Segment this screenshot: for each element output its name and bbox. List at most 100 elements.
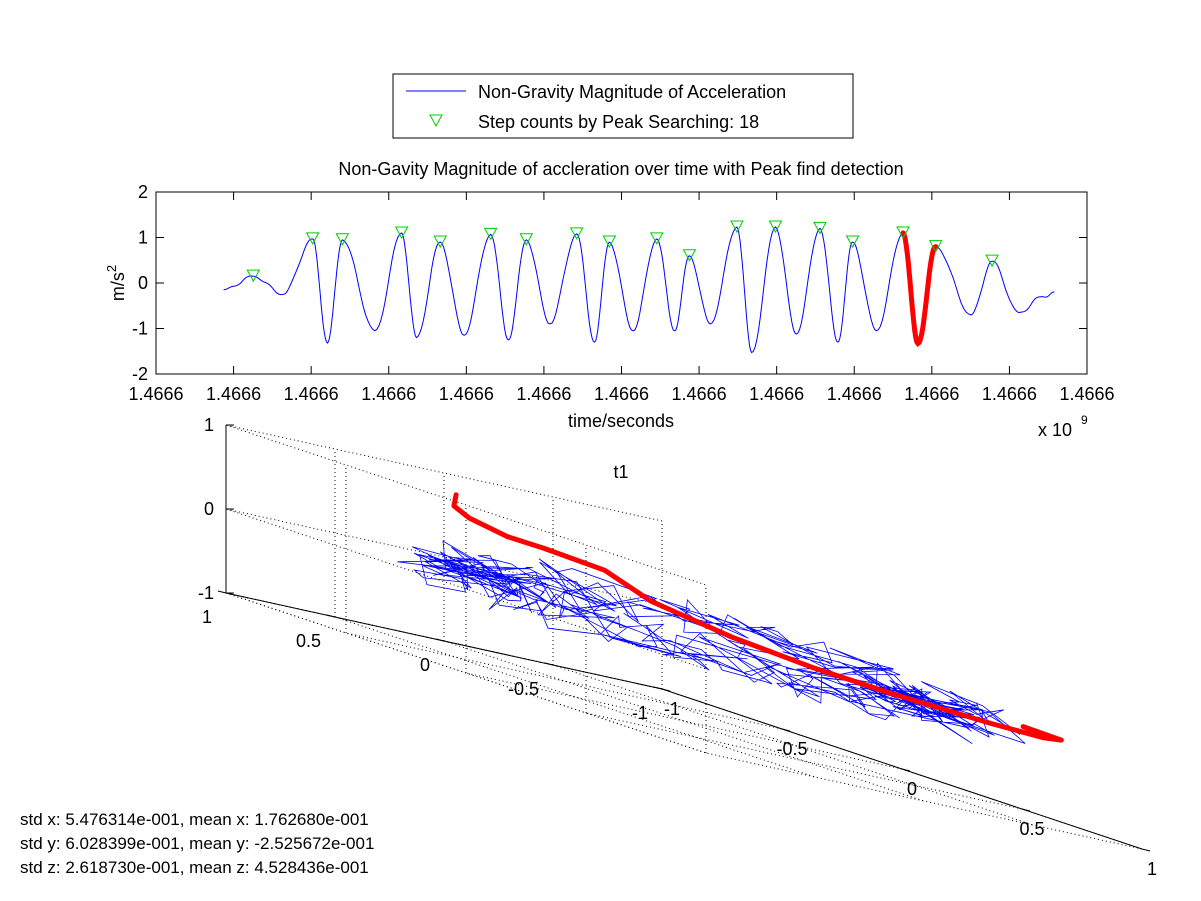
x-tick-label: 1.4666 — [827, 384, 882, 404]
y-tick-mark-3d — [544, 662, 554, 666]
stats-z: std z: 2.618730e-001, mean z: 4.528436e-… — [20, 858, 369, 877]
back-wall-grid-h — [225, 508, 707, 670]
x-tick-mark-3d — [901, 768, 911, 772]
stats-x: std x: 5.476314e-001, mean x: 1.762680e-… — [20, 810, 369, 829]
peak-marker — [394, 226, 409, 239]
peak-marker — [813, 221, 827, 235]
top-plot: Non-Gavity Magnitude of accleration over… — [104, 159, 1115, 440]
peak-marker — [768, 220, 783, 234]
peak-marker — [985, 254, 999, 268]
bottom-3d-plot: t1 -1 -0.5 0 0.5 1 1 0.5 0 -0.5 -1 1 0 -1 — [198, 415, 1157, 879]
x-tick-label-3d: -1 — [664, 699, 680, 719]
trajectory-path — [397, 540, 1026, 745]
x-tick-label: 1.4666 — [672, 384, 727, 404]
x-multiplier-exponent: 9 — [1081, 413, 1088, 427]
left-wall-grid-h — [225, 508, 663, 606]
x-tick-label-3d: 0 — [907, 779, 917, 799]
top-y-ticks: 2 1 0 -1 -2 — [132, 182, 1087, 384]
peak-marker — [649, 232, 664, 245]
back-wall-grid-h — [225, 424, 707, 586]
top-y-label: m/s2 — [104, 265, 128, 301]
y-label-unit: m/s — [108, 272, 128, 301]
x-tick-label: 1.4666 — [516, 384, 571, 404]
top-y-label-group: m/s2 — [104, 265, 128, 301]
y-tick-mark-3d — [326, 614, 336, 618]
floor-grid-x — [585, 712, 1023, 810]
floor-grid-y — [552, 664, 1034, 826]
x-tick-label: 1.4666 — [206, 384, 261, 404]
peak-marker — [483, 227, 498, 241]
y-tick-label: 0 — [138, 273, 148, 293]
red-trajectory-highlight — [451, 492, 1064, 743]
x-tick-label-3d: 0.5 — [1019, 819, 1044, 839]
left-wall-grid-h — [225, 424, 663, 522]
z-tick-label-3d: -1 — [198, 583, 214, 603]
top-x-ticks: 1.4666 1.4666 1.4666 1.4666 1.4666 1.4666 1.46… — [128, 192, 1115, 404]
peak-marker — [682, 249, 697, 262]
peak-marker — [305, 232, 320, 245]
x-tick-label: 1.4666 — [439, 384, 494, 404]
3d-axis-ticks: -1 -0.5 0 0.5 1 1 0.5 0 -0.5 -1 1 0 -1 — [198, 415, 1157, 879]
y-tick-mark-3d — [653, 686, 663, 690]
peak-marker — [845, 235, 860, 249]
stats-block: std x: 5.476314e-001, mean x: 1.762680e-… — [20, 808, 374, 880]
x-tick-mark-3d — [1141, 848, 1151, 852]
blue-trajectory — [397, 540, 1026, 745]
legend-triangle-swatch — [429, 114, 443, 128]
floor-grid-x — [345, 632, 783, 730]
floor-grid-y — [443, 640, 925, 802]
top-plot-axes-box — [155, 191, 1088, 375]
x-tick-label-3d: -0.5 — [776, 739, 807, 759]
y-tick-label-3d: 1 — [202, 607, 212, 627]
peak-markers — [246, 220, 999, 283]
highlight-path — [451, 492, 1064, 743]
x-multiplier: x 10 — [1038, 420, 1072, 440]
peak-marker — [569, 227, 584, 240]
y-tick-label-3d: 0 — [420, 655, 430, 675]
x-tick-label: 1.4666 — [594, 384, 649, 404]
highlight-line — [900, 230, 939, 348]
peak-marker — [335, 233, 350, 246]
y-tick-label: 2 — [138, 182, 148, 202]
peak-marker — [730, 220, 744, 234]
top-x-label: time/seconds — [568, 411, 674, 431]
peak-marker — [246, 269, 261, 283]
y-tick-label: 1 — [138, 228, 148, 248]
y-tick-mark-3d — [217, 590, 227, 594]
x-tick-label: 1.4666 — [904, 384, 959, 404]
y-tick-label: -2 — [132, 364, 148, 384]
peak-marker — [928, 240, 943, 253]
x-tick-label: 1.4666 — [1059, 384, 1114, 404]
legend-entry-2: Step counts by Peak Searching: 18 — [478, 112, 759, 132]
peak-marker — [896, 226, 910, 239]
peak-marker — [519, 233, 534, 246]
peak-marker — [602, 235, 617, 249]
legend: Non-Gravity Magnitude of Acceleration St… — [392, 73, 854, 139]
x-tick-label: 1.4666 — [284, 384, 339, 404]
x-tick-label: 1.4666 — [749, 384, 804, 404]
x-tick-label: 1.4666 — [361, 384, 416, 404]
y-tick-label-3d: 0.5 — [296, 631, 321, 651]
x-tick-mark-3d — [1021, 808, 1031, 812]
y-tick-mark-3d — [435, 638, 445, 642]
back-wall-grid-h — [225, 592, 707, 754]
x-tick-label: 1.4666 — [982, 384, 1037, 404]
floor-grid-x — [465, 672, 903, 770]
legend-box — [392, 73, 854, 139]
peak-marker — [433, 235, 448, 249]
highlight-segment — [900, 230, 939, 348]
stats-y: std y: 6.028399e-001, mean y: -2.525672e… — [20, 834, 375, 853]
z-tick-label-3d: 1 — [204, 415, 214, 435]
legend-entry-1: Non-Gravity Magnitude of Acceleration — [478, 82, 786, 102]
bottom-plot-title: t1 — [613, 462, 628, 482]
floor-grid-x — [705, 752, 1143, 850]
top-plot-title: Non-Gavity Magnitude of accleration over… — [338, 159, 903, 179]
z-tick-label-3d: 0 — [204, 499, 214, 519]
x-tick-mark-3d — [781, 728, 791, 732]
x-tick-label-3d: 1 — [1147, 859, 1157, 879]
y-tick-label-3d: -1 — [632, 703, 648, 723]
y-label-exponent: 2 — [104, 265, 119, 272]
x-tick-mark-3d — [661, 688, 671, 692]
x-tick-label: 1.4666 — [128, 384, 183, 404]
